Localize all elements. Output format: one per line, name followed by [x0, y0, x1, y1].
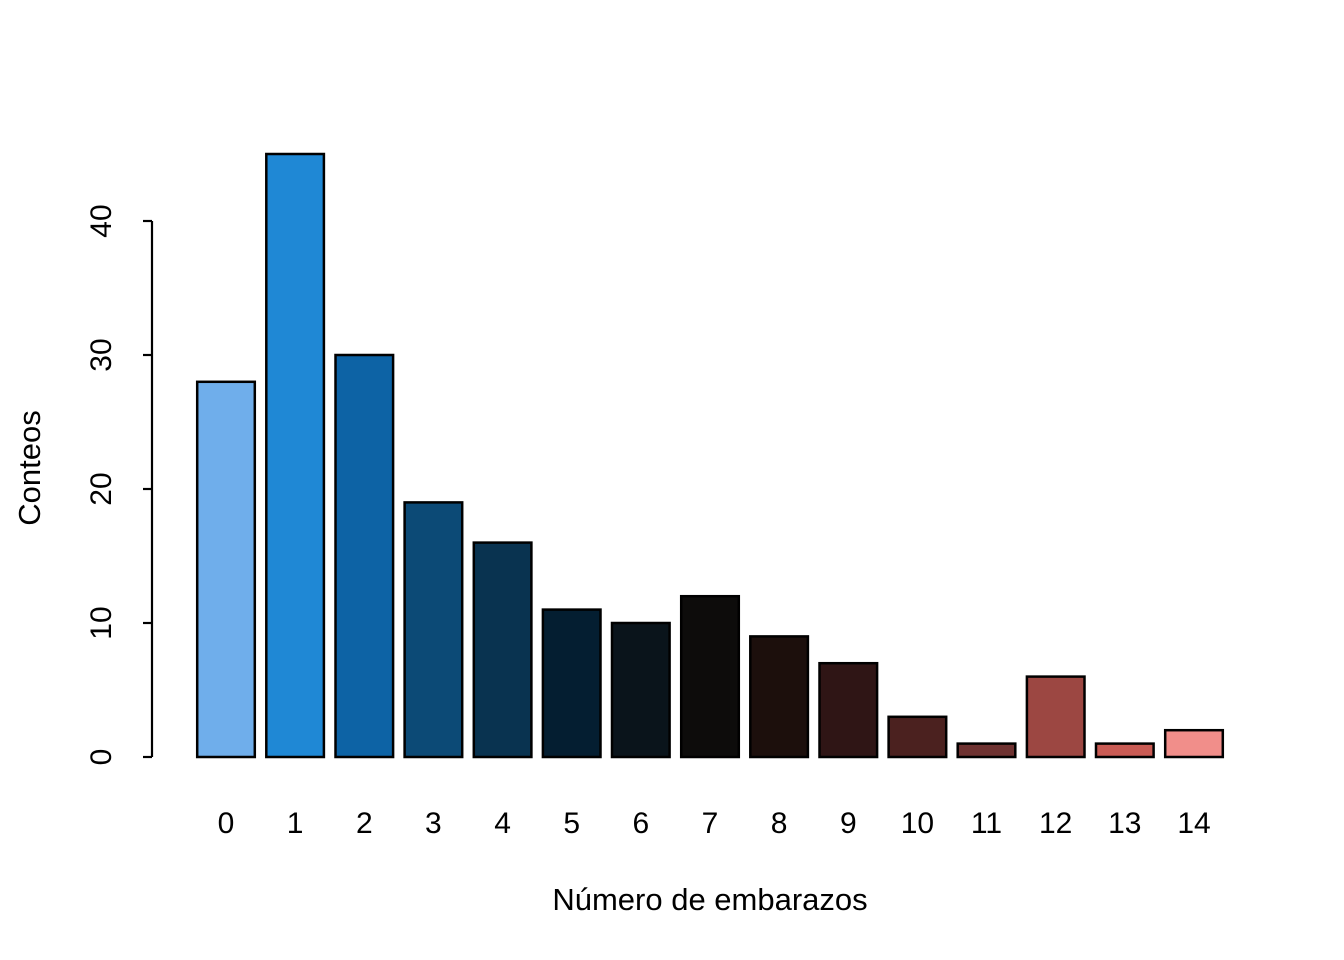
- x-tick-label-10: 10: [901, 807, 934, 840]
- bar-7: [679, 594, 741, 759]
- y-tick-label-0: 0: [85, 749, 118, 766]
- bars-group: [195, 152, 1225, 759]
- x-tick-label-3: 3: [425, 807, 442, 840]
- x-axis-labels: 0 1 2 3 4 5 6 7 8 9 10 11 12 13 14: [218, 807, 1211, 840]
- bar-13: [1094, 742, 1155, 759]
- x-tick-label-12: 12: [1039, 807, 1072, 840]
- x-tick-label-8: 8: [771, 807, 788, 840]
- x-tick-label-4: 4: [494, 807, 511, 840]
- bar-2: [334, 353, 395, 759]
- bar-8: [749, 635, 810, 759]
- x-tick-label-2: 2: [356, 807, 373, 840]
- y-tick-label-40: 40: [85, 204, 118, 237]
- bar-0: [195, 380, 257, 759]
- x-tick-label-13: 13: [1108, 807, 1141, 840]
- x-tick-label-1: 1: [287, 807, 304, 840]
- x-tick-label-5: 5: [563, 807, 580, 840]
- y-tick-label-10: 10: [85, 606, 118, 639]
- bar-10: [887, 715, 948, 759]
- x-tick-label-6: 6: [632, 807, 649, 840]
- y-axis-title: Conteos: [12, 410, 47, 525]
- y-tick-label-20: 20: [85, 472, 118, 505]
- bar-14: [1163, 728, 1225, 759]
- x-tick-label-14: 14: [1177, 807, 1210, 840]
- bar-6: [610, 621, 671, 759]
- bar-3: [403, 501, 464, 759]
- y-axis: 0 10 20 30 40: [85, 204, 154, 766]
- x-tick-label-11: 11: [971, 807, 1002, 840]
- y-tick-label-30: 30: [85, 338, 118, 371]
- x-tick-label-9: 9: [840, 807, 857, 840]
- bar-4: [472, 541, 533, 759]
- bar-11: [956, 742, 1017, 759]
- x-tick-label-0: 0: [218, 807, 235, 840]
- bar-5: [541, 608, 602, 759]
- x-tick-label-7: 7: [702, 807, 719, 840]
- bar-9: [818, 661, 879, 759]
- x-axis-title: Número de embarazos: [552, 882, 867, 917]
- bar-1: [265, 152, 326, 759]
- bar-12: [1025, 675, 1086, 759]
